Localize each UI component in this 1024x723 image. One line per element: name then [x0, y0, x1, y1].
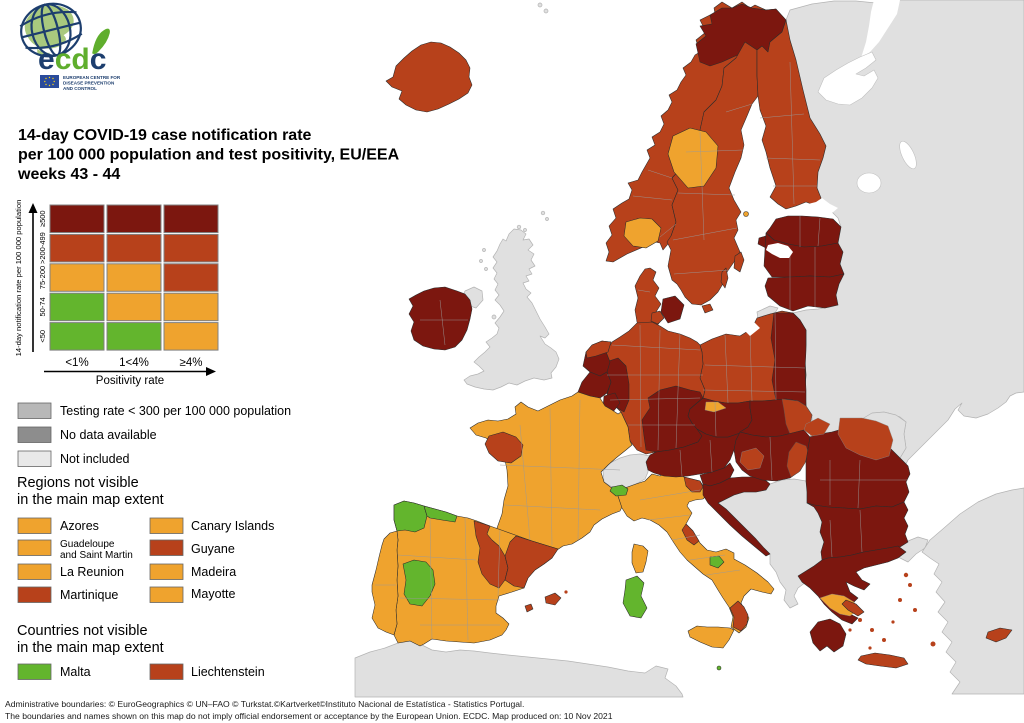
- svg-text:in the main map extent: in the main map extent: [17, 492, 164, 508]
- svg-text:EUROPEAN CENTRE FOR: EUROPEAN CENTRE FOR: [63, 75, 121, 80]
- svg-text:Not included: Not included: [60, 452, 130, 466]
- svg-text:>200-499: >200-499: [38, 232, 47, 264]
- svg-text:ecdc: ecdc: [38, 43, 106, 76]
- svg-text:≥4%: ≥4%: [180, 357, 203, 369]
- svg-text:AND CONTROL: AND CONTROL: [63, 86, 97, 91]
- svg-text:1<4%: 1<4%: [119, 357, 149, 369]
- svg-text:in the main map extent: in the main map extent: [17, 640, 164, 656]
- svg-text:≥500: ≥500: [38, 210, 47, 227]
- svg-text:Malta: Malta: [60, 665, 91, 679]
- svg-text:75-200: 75-200: [38, 266, 47, 289]
- svg-text:Administrative boundaries: © E: Administrative boundaries: © EuroGeograp…: [5, 699, 524, 709]
- svg-text:and Saint Martin: and Saint Martin: [60, 550, 133, 561]
- svg-text:La Reunion: La Reunion: [60, 565, 124, 579]
- svg-text:Canary Islands: Canary Islands: [191, 519, 274, 533]
- svg-text:Guadeloupe: Guadeloupe: [60, 539, 115, 550]
- svg-text:per 100 000 population and tes: per 100 000 population and test positivi…: [18, 147, 400, 164]
- svg-text:Madeira: Madeira: [191, 565, 236, 579]
- svg-text:weeks 43 - 44: weeks 43 - 44: [17, 166, 120, 183]
- svg-text:<1%: <1%: [65, 357, 88, 369]
- svg-text:Positivity rate: Positivity rate: [96, 375, 164, 387]
- svg-text:The boundaries and names shown: The boundaries and names shown on this m…: [5, 711, 613, 721]
- svg-text:14-day notification rate per 1: 14-day notification rate per 100 000 pop…: [14, 200, 23, 357]
- svg-text:Regions not visible: Regions not visible: [17, 475, 139, 491]
- svg-text:Mayotte: Mayotte: [191, 587, 236, 601]
- svg-text:Countries not visible: Countries not visible: [17, 623, 148, 639]
- svg-text:No data available: No data available: [60, 428, 157, 442]
- svg-text:Guyane: Guyane: [191, 542, 235, 556]
- svg-text:Liechtenstein: Liechtenstein: [191, 665, 265, 679]
- svg-text:DISEASE PREVENTION: DISEASE PREVENTION: [63, 81, 115, 86]
- svg-text:50-74: 50-74: [38, 297, 47, 316]
- svg-text:<50: <50: [38, 330, 47, 343]
- svg-text:Martinique: Martinique: [60, 588, 118, 602]
- svg-text:Testing rate < 300 per 100 000: Testing rate < 300 per 100 000 populatio…: [60, 404, 291, 418]
- svg-text:14-day COVID-19 case notificat: 14-day COVID-19 case notification rate: [18, 127, 312, 144]
- svg-text:Azores: Azores: [60, 519, 99, 533]
